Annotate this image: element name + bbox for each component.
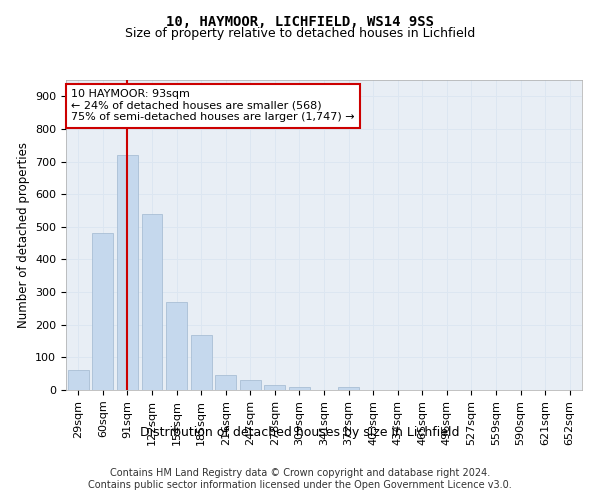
Text: Contains HM Land Registry data © Crown copyright and database right 2024.
Contai: Contains HM Land Registry data © Crown c…	[88, 468, 512, 490]
Bar	[265, 385, 286, 390]
Text: Distribution of detached houses by size in Lichfield: Distribution of detached houses by size …	[140, 426, 460, 439]
Bar	[117, 155, 138, 390]
Text: Size of property relative to detached houses in Lichfield: Size of property relative to detached ho…	[125, 28, 475, 40]
Bar	[289, 386, 310, 390]
Bar	[92, 234, 113, 390]
Y-axis label: Number of detached properties: Number of detached properties	[17, 142, 29, 328]
Bar	[68, 370, 89, 390]
Bar	[191, 334, 212, 390]
Bar	[338, 388, 359, 390]
Text: 10 HAYMOOR: 93sqm
← 24% of detached houses are smaller (568)
75% of semi-detache: 10 HAYMOOR: 93sqm ← 24% of detached hous…	[71, 90, 355, 122]
Bar	[142, 214, 163, 390]
Bar	[240, 380, 261, 390]
Bar	[166, 302, 187, 390]
Text: 10, HAYMOOR, LICHFIELD, WS14 9SS: 10, HAYMOOR, LICHFIELD, WS14 9SS	[166, 15, 434, 29]
Bar	[215, 376, 236, 390]
